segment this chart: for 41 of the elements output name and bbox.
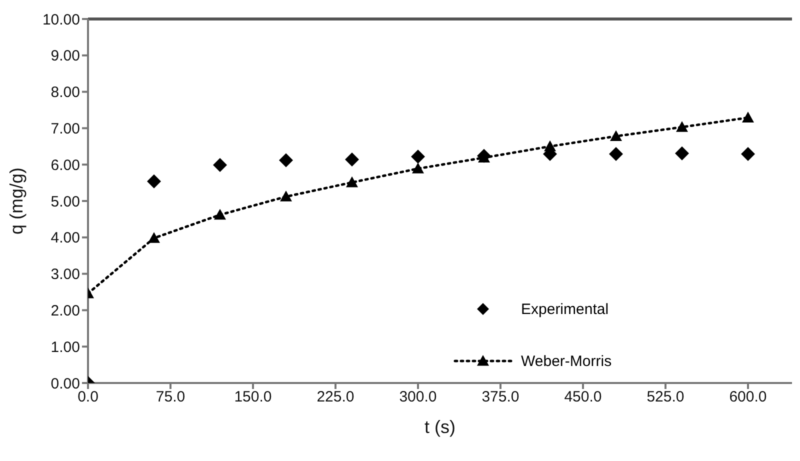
y-tick-label: 3.00: [50, 266, 80, 284]
point: [346, 176, 358, 188]
point: [279, 153, 293, 168]
y-tick-label: 10.00: [42, 11, 80, 28]
point: [544, 140, 556, 152]
y-tick-label: 4.00: [50, 230, 80, 247]
point: [345, 152, 359, 167]
x-tick-label: 225.0: [316, 388, 354, 406]
y-tick-label: 6.00: [50, 156, 80, 174]
legend-label: Weber-Morris: [521, 352, 612, 370]
y-tick-label: 9.00: [50, 48, 80, 65]
y-tick-label: 5.00: [50, 193, 80, 210]
x-tick-label: 0.0: [78, 388, 98, 406]
point: [147, 174, 161, 188]
x-tick-label: 375.0: [482, 388, 520, 406]
y-tick-label: 8.00: [50, 84, 80, 102]
point: [609, 147, 623, 162]
x-axis-title: t (s): [424, 417, 456, 437]
point: [213, 158, 227, 172]
y-tick-label: 7.00: [50, 120, 80, 138]
y-tick-label: 1.00: [50, 338, 80, 356]
x-tick-label: 150.0: [234, 388, 272, 406]
legend-label: Experimental: [521, 300, 609, 318]
x-tick-label: 300.0: [399, 388, 437, 406]
point: [742, 112, 754, 122]
x-tick-label: 75.0: [156, 388, 186, 406]
y-tick-label: 0.00: [50, 375, 80, 392]
point: [412, 162, 424, 174]
x-tick-label: 600.0: [729, 388, 767, 406]
point: [610, 130, 622, 142]
point: [411, 150, 425, 164]
x-tick-label: 450.0: [564, 388, 602, 406]
y-axis-title: q (mg/g): [6, 167, 26, 235]
point: [214, 208, 226, 220]
point: [676, 121, 688, 132]
point: [675, 146, 689, 160]
point: [148, 232, 160, 243]
point: [280, 190, 292, 202]
point: [741, 147, 755, 162]
x-tick-label: 525.0: [646, 388, 684, 406]
y-tick-label: 2.00: [50, 302, 80, 320]
